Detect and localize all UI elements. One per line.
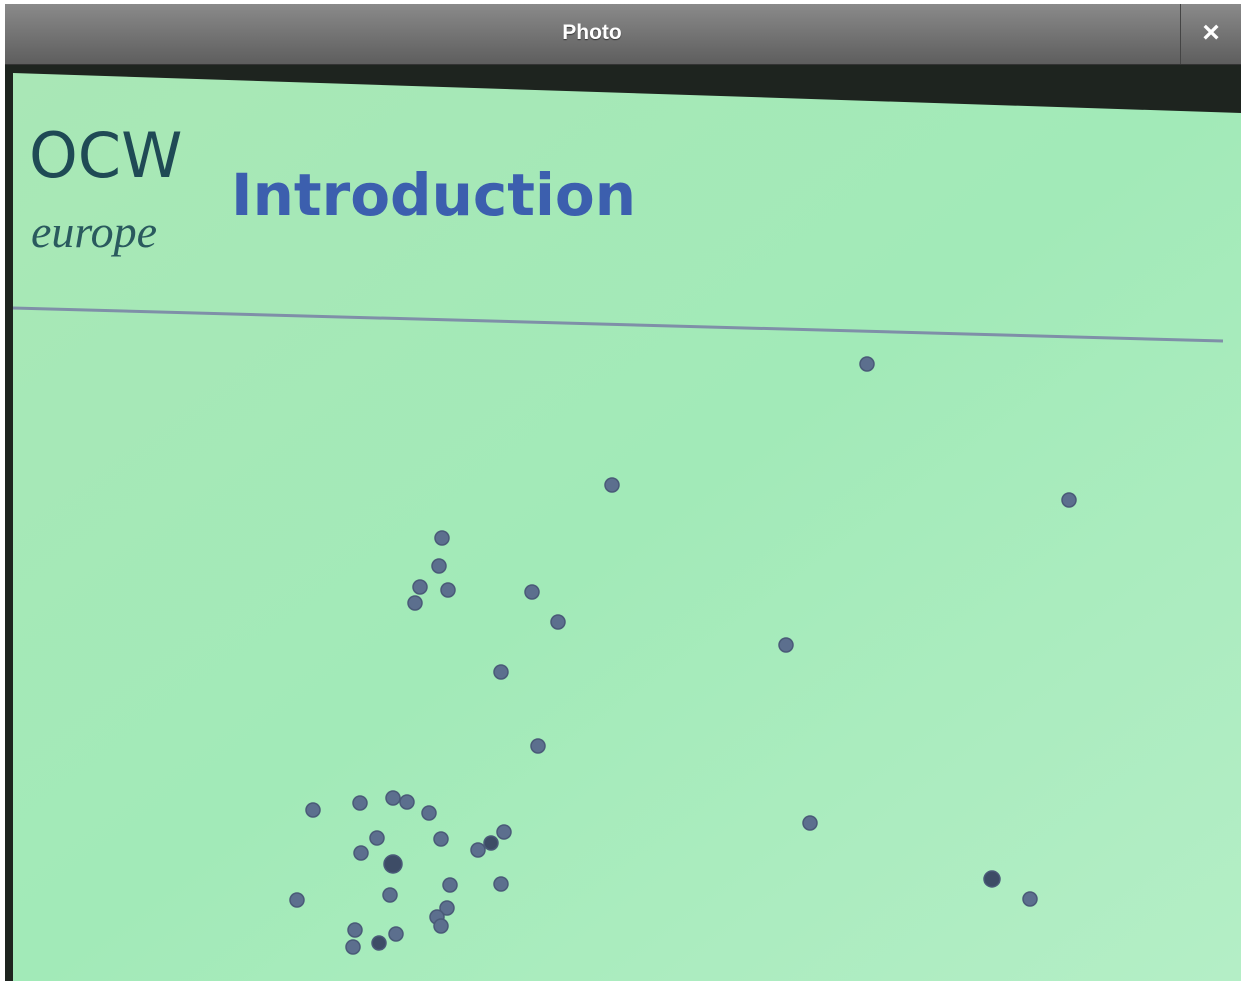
- slide-title: Introduction: [231, 161, 636, 229]
- photo: OCW europe Introduction: [5, 65, 1241, 981]
- logo: OCW: [29, 119, 182, 192]
- window-title: Photo: [562, 21, 622, 44]
- slide: [13, 73, 1241, 981]
- photo-window: Photo × OCW europe Introduction: [5, 4, 1241, 981]
- logo-sub: europe: [31, 206, 157, 257]
- dots: [289, 356, 1077, 955]
- close-button[interactable]: ×: [1180, 4, 1241, 64]
- divider: [12, 306, 1224, 343]
- title-bar: Photo ×: [5, 4, 1241, 65]
